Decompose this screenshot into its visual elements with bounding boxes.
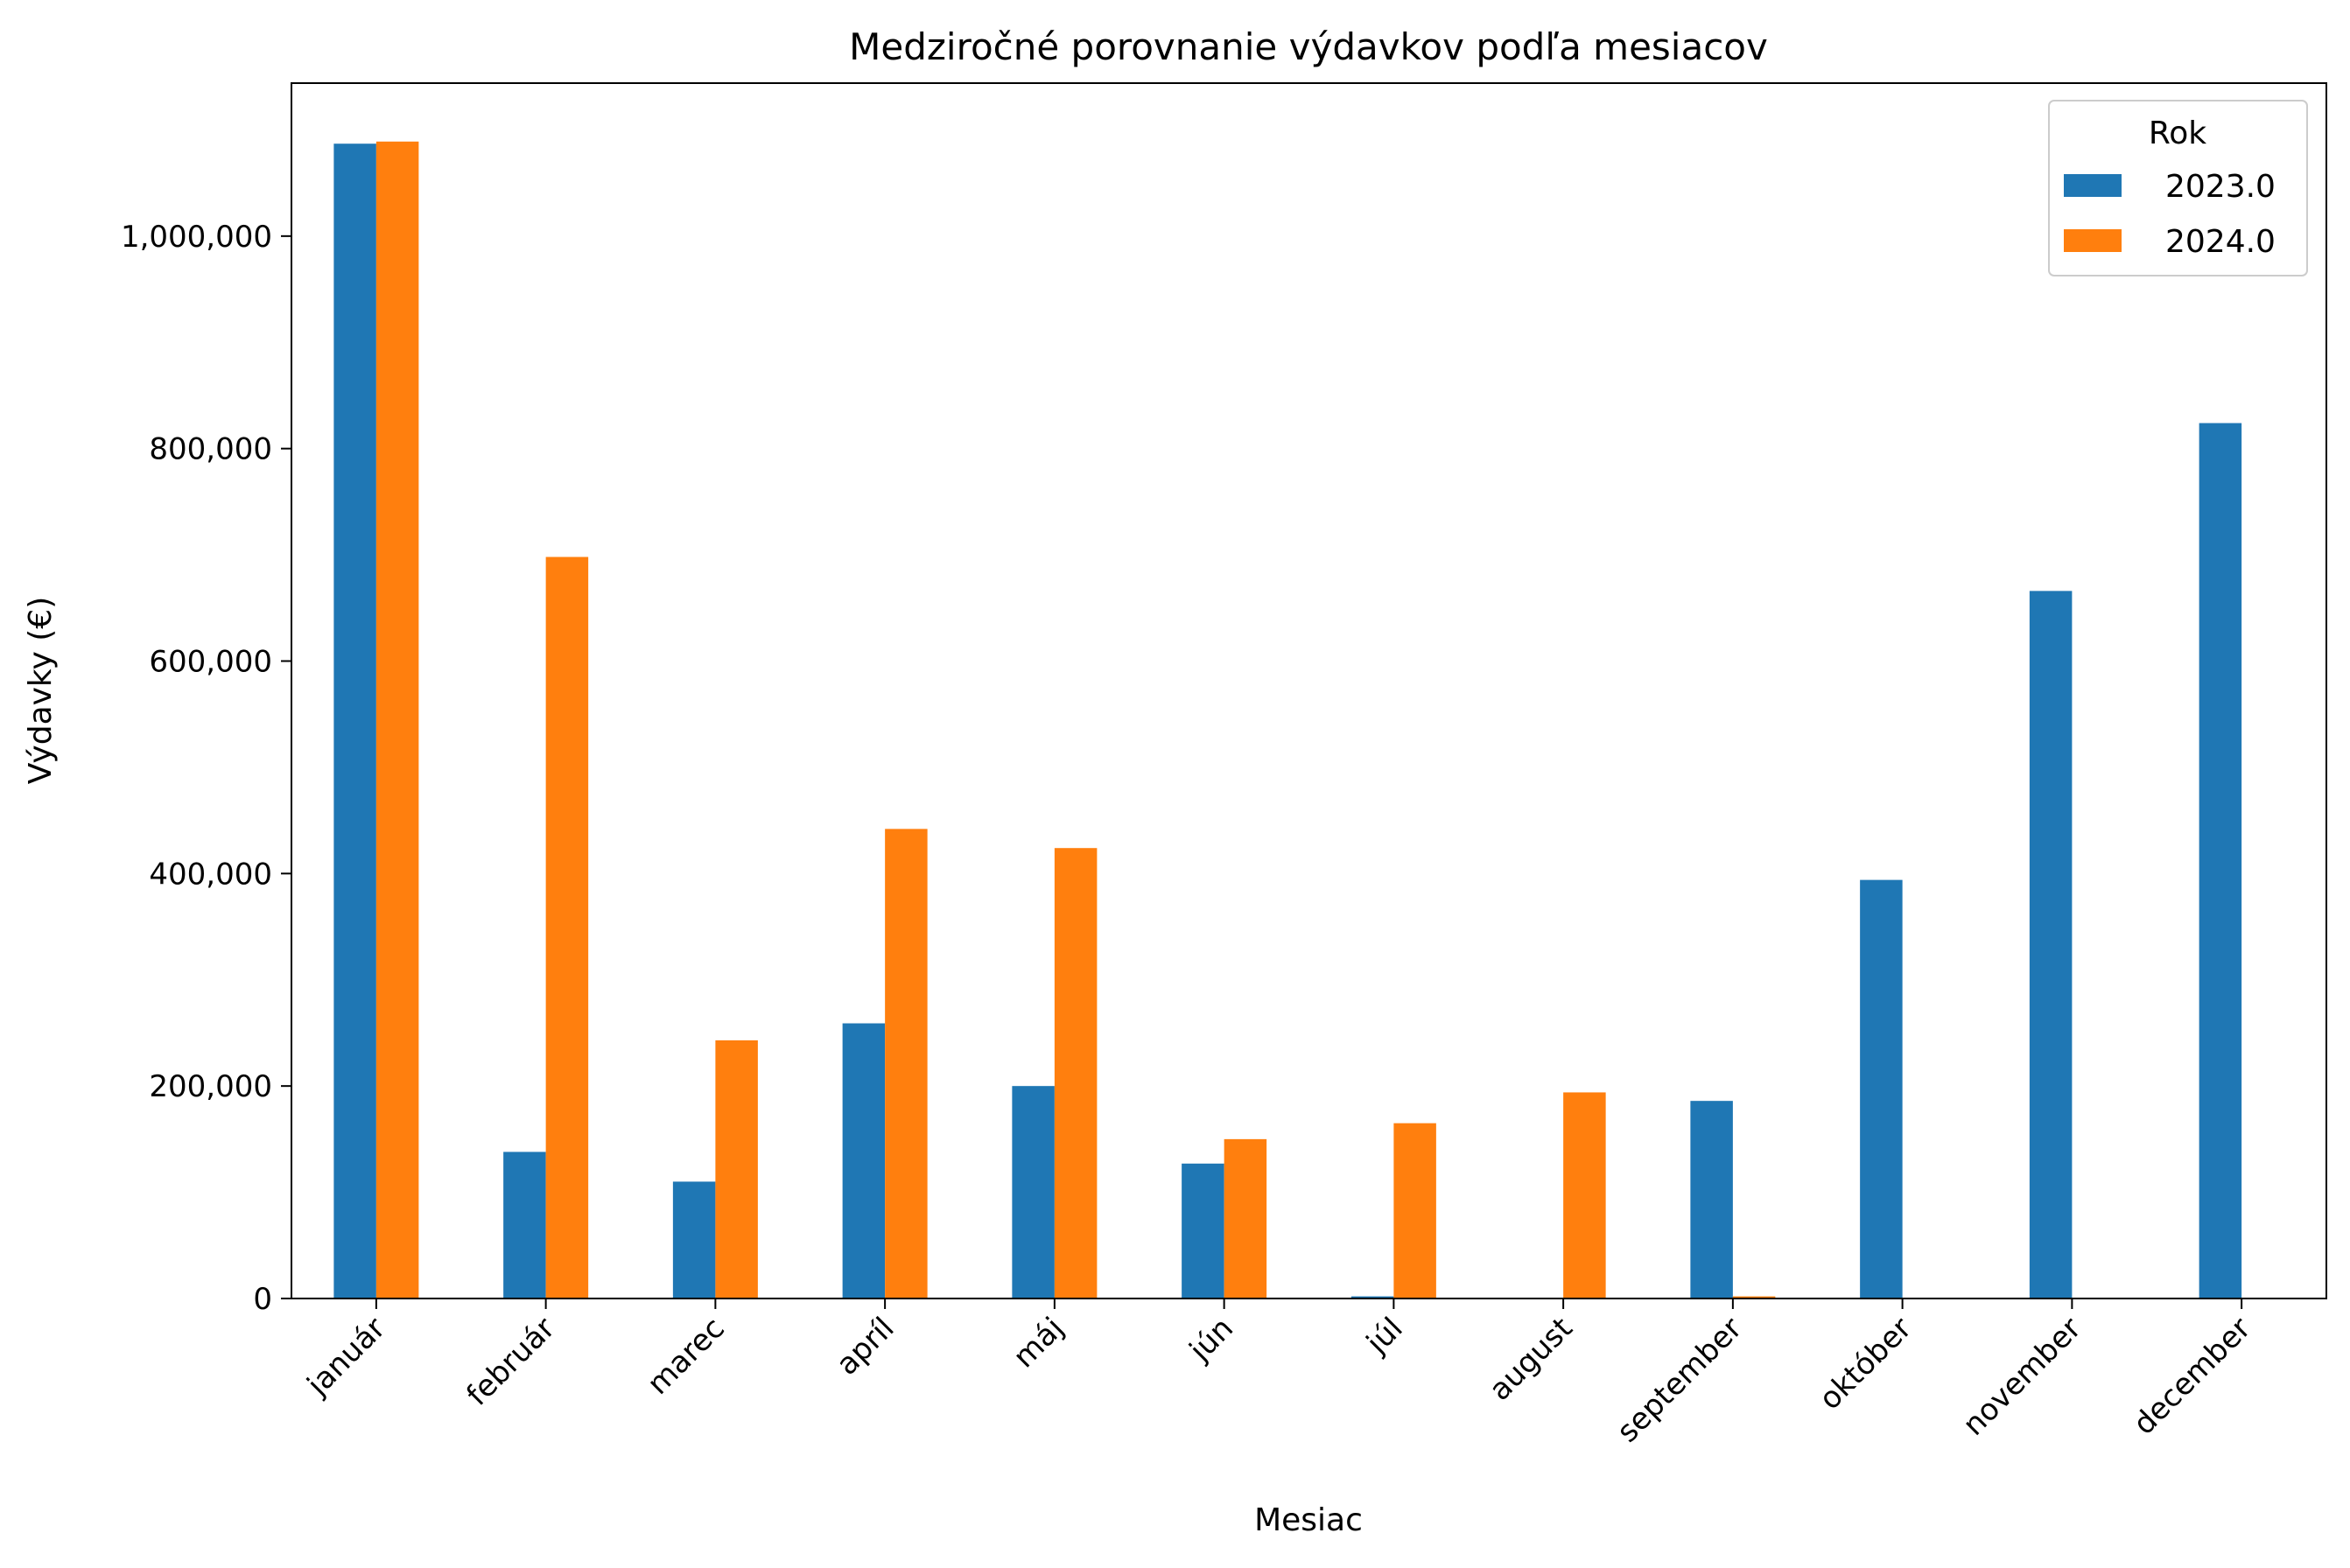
x-tick-label: máj [1007, 1311, 1070, 1375]
bar-2024.0-september [1732, 1296, 1776, 1298]
bar-2024.0-január [375, 141, 419, 1298]
x-tick-label: august [1483, 1311, 1580, 1408]
x-tick-label: február [459, 1311, 562, 1413]
x-tick-label: marec [641, 1311, 732, 1402]
y-axis: 0 200,000 400,000 600,000 800,000 1,000,000 [121, 220, 291, 1317]
bar-2023.0-október [1860, 879, 1903, 1298]
bar-2023.0-marec [672, 1181, 716, 1298]
bar-2023.0-september [1690, 1101, 1733, 1298]
plot-frame [291, 82, 2327, 1299]
chart-title: Medziročné porovnanie výdavkov podľa mes… [849, 25, 1768, 68]
x-tick-label: október [1813, 1311, 1919, 1417]
bars-layer [333, 141, 2242, 1299]
bar-2024.0-august [1563, 1092, 1606, 1298]
legend: Rok 2023.0 2024.0 [2048, 100, 2308, 276]
y-tick-label: 1,000,000 [121, 220, 272, 255]
bar-2023.0-jún [1182, 1163, 1224, 1298]
bar-2024.0-apríl [885, 829, 928, 1298]
bar-2023.0-apríl [842, 1023, 886, 1298]
legend-swatch-2024 [2064, 229, 2122, 252]
y-tick-label: 400,000 [149, 857, 272, 892]
y-axis-label: Výdavky (€) [23, 597, 59, 785]
x-axis: január február marec apríl máj jún júl august se… [300, 1298, 2258, 1450]
bar-2024.0-marec [715, 1040, 758, 1298]
x-tick-label: jún [1182, 1311, 1240, 1368]
y-tick-label: 0 [253, 1282, 272, 1317]
bar-2023.0-december [2199, 423, 2242, 1298]
bar-2023.0-júl [1350, 1296, 1394, 1298]
bar-2024.0-február [545, 556, 589, 1298]
bar-2023.0-máj [1012, 1086, 1055, 1298]
legend-swatch-2023 [2064, 174, 2122, 197]
legend-label-2024: 2024.0 [2165, 224, 2276, 260]
x-tick-label: september [1610, 1311, 1749, 1449]
x-tick-label: november [1956, 1311, 2088, 1443]
bar-2024.0-jún [1224, 1138, 1267, 1298]
y-tick-label: 200,000 [149, 1069, 272, 1104]
bar-2024.0-máj [1054, 848, 1098, 1298]
x-tick-label: január [300, 1311, 393, 1404]
x-tick-label: december [2127, 1311, 2258, 1442]
bar-2024.0-júl [1393, 1123, 1436, 1298]
x-axis-label: Mesiac [1254, 1502, 1363, 1538]
bar-2023.0-január [333, 144, 376, 1299]
bar-2023.0-november [2029, 591, 2073, 1298]
y-tick-label: 600,000 [149, 645, 272, 680]
x-tick-label: júl [1359, 1311, 1410, 1362]
x-tick-label: apríl [830, 1311, 901, 1382]
legend-title: Rok [2149, 116, 2206, 151]
bar-2023.0-február [503, 1152, 546, 1298]
legend-label-2023: 2023.0 [2165, 169, 2276, 205]
y-tick-label: 800,000 [149, 432, 272, 467]
